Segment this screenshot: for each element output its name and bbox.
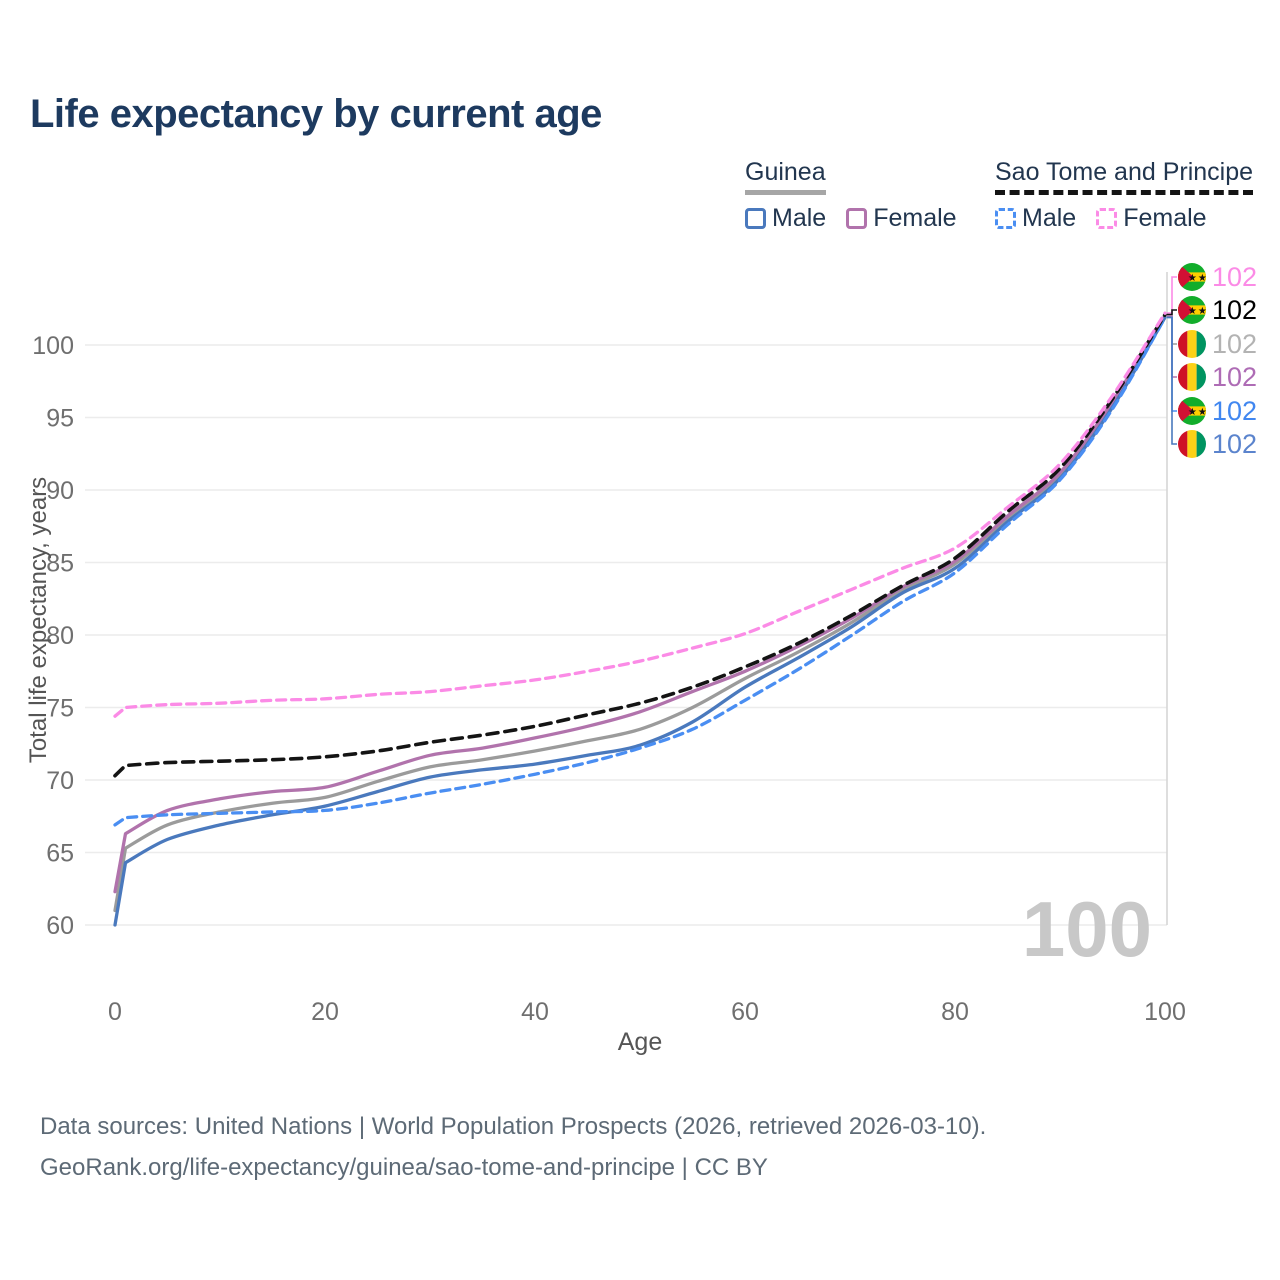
legend-item-guinea-female[interactable]: Female xyxy=(846,204,957,233)
legend-group-guinea: Guinea Male Female xyxy=(745,158,957,233)
legend-swatch-icon xyxy=(1096,208,1118,229)
x-tick-label-40: 40 xyxy=(521,998,549,1026)
legend-header-guinea[interactable]: Guinea xyxy=(745,158,826,195)
legend-swatch-icon xyxy=(745,208,766,229)
line-guinea-male[interactable] xyxy=(113,315,1167,927)
end-label-value-guinea-male: 102 xyxy=(1212,429,1257,459)
x-tick-label-60: 60 xyxy=(731,998,759,1026)
legend-item-guinea-male[interactable]: Male xyxy=(745,204,826,233)
svg-text:★★: ★★ xyxy=(1188,306,1208,317)
flag-icon-stp: ★★ xyxy=(1178,397,1208,425)
caption-link: GeoRank.org/life-expectancy/guinea/sao-t… xyxy=(40,1154,768,1181)
x-tick-label-20: 20 xyxy=(311,998,339,1026)
flag-icon-guinea xyxy=(1178,330,1206,358)
legend-items-sao-tome-and-principe: Male Female xyxy=(995,204,1253,233)
end-label-value-guinea-female: 102 xyxy=(1212,362,1257,392)
end-label-leader-guinea-male xyxy=(1167,316,1177,445)
legend-item-label: Female xyxy=(873,204,957,232)
legend-header-sao-tome-and-principe[interactable]: Sao Tome and Principe xyxy=(995,158,1254,195)
flag-icon-guinea xyxy=(1178,363,1206,391)
line-stp-total[interactable] xyxy=(113,312,1167,778)
legend-item-sao-tome-and-principe-female[interactable]: Female xyxy=(1096,204,1207,233)
end-label-value-stp-total: 102 xyxy=(1212,295,1257,325)
x-tick-label-0: 0 xyxy=(108,998,122,1026)
legend-item-label: Male xyxy=(772,204,827,232)
legend-item-label: Male xyxy=(1022,204,1077,232)
line-stp-male[interactable] xyxy=(113,315,1167,827)
flag-icon-stp: ★★ xyxy=(1178,296,1208,324)
y-tick-label-100: 100 xyxy=(32,332,74,360)
age-watermark: 100 xyxy=(1022,885,1152,973)
y-tick-label-75: 75 xyxy=(46,695,74,723)
svg-text:★★: ★★ xyxy=(1188,273,1208,284)
caption-data-sources: Data sources: United Nations | World Pop… xyxy=(40,1113,987,1140)
y-tick-label-80: 80 xyxy=(46,622,74,650)
chart-legend: Guinea Male Female Sao Tome and Principe Mal… xyxy=(0,158,1280,248)
end-label-value-stp-female: 102 xyxy=(1212,262,1257,292)
flag-icon-stp: ★★ xyxy=(1178,263,1208,291)
end-label-value-guinea-total: 102 xyxy=(1212,329,1257,359)
legend-swatch-icon xyxy=(995,208,1016,229)
y-tick-label-65: 65 xyxy=(46,840,74,868)
y-tick-label-70: 70 xyxy=(46,767,74,795)
flag-icon-guinea xyxy=(1178,430,1206,458)
legend-item-label: Female xyxy=(1123,204,1207,232)
y-tick-label-90: 90 xyxy=(46,477,74,505)
svg-text:★★: ★★ xyxy=(1188,407,1208,418)
x-axis-title: Age xyxy=(618,1028,662,1056)
legend-item-sao-tome-and-principe-male[interactable]: Male xyxy=(995,204,1076,233)
end-label-value-stp-male: 102 xyxy=(1212,396,1257,426)
y-axis-title: Total life expectancy, years xyxy=(25,477,52,763)
legend-items-guinea: Male Female xyxy=(745,204,957,233)
y-tick-label-60: 60 xyxy=(46,912,74,940)
line-stp-female[interactable] xyxy=(113,311,1167,718)
end-label-leader-stp-female xyxy=(1167,276,1177,314)
line-guinea-total[interactable] xyxy=(113,314,1167,913)
line-guinea-female[interactable] xyxy=(113,314,1167,894)
end-label-leader-stp-total xyxy=(1167,309,1177,316)
x-tick-label-100: 100 xyxy=(1144,998,1186,1026)
legend-group-sao-tome-and-principe: Sao Tome and Principe Male Female xyxy=(995,158,1254,233)
y-tick-label-95: 95 xyxy=(46,405,74,433)
x-tick-label-80: 80 xyxy=(941,998,969,1026)
y-tick-label-85: 85 xyxy=(46,550,74,578)
legend-swatch-icon xyxy=(846,208,868,229)
caption: Data sources: United Nations | World Pop… xyxy=(40,1106,986,1188)
page-title: Life expectancy by current age xyxy=(30,92,602,136)
